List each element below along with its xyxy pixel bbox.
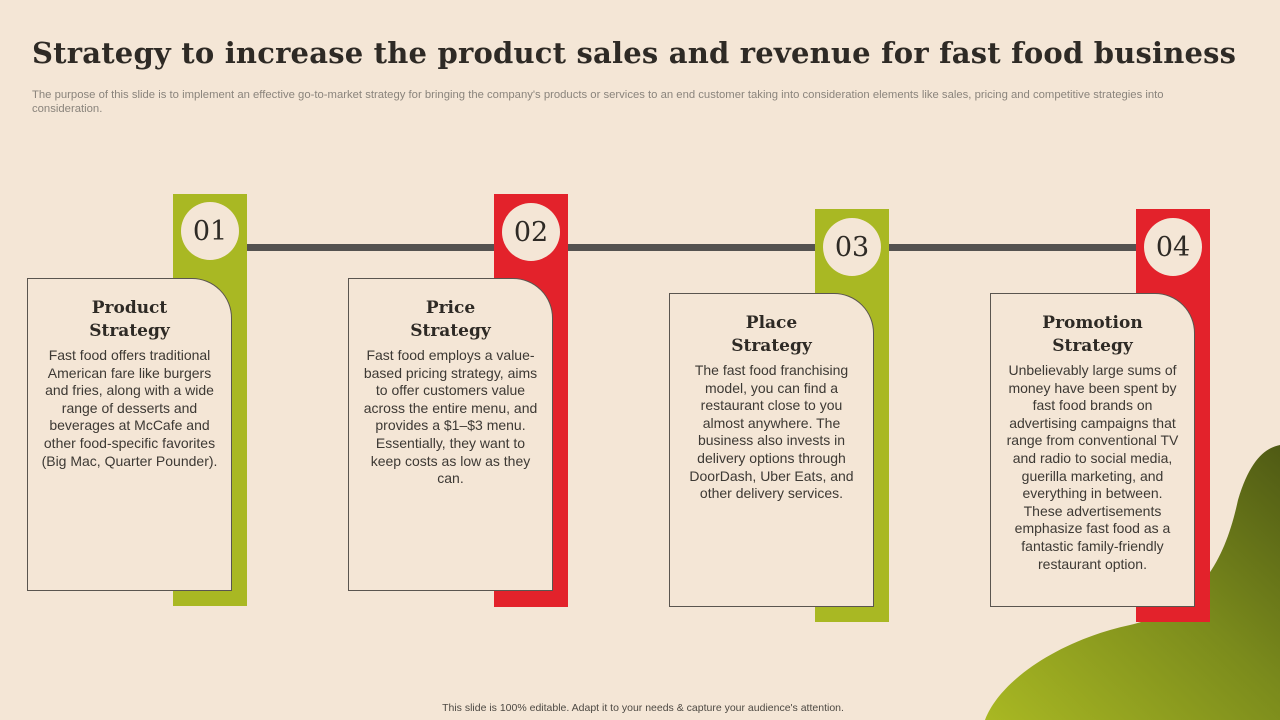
step-description: Fast food offers traditional American fa… [41,347,218,469]
step-card-promotion: Promotion Strategy Unbelievably large su… [990,293,1195,607]
page-title: Strategy to increase the product sales a… [32,36,1237,70]
step-title: Promotion Strategy [1001,312,1184,358]
footer-note: This slide is 100% editable. Adapt it to… [442,702,844,714]
step-description: Fast food employs a value-based pricing … [363,347,538,487]
step-card-product: Product Strategy Fast food offers tradit… [27,278,232,591]
step-title-line2: Strategy [731,336,812,356]
step-title-line2: Strategy [89,321,170,341]
step-card-price: Price Strategy Fast food employs a value… [348,278,553,591]
step-title-line2: Strategy [410,321,491,341]
step-card-place: Place Strategy The fast food franchising… [669,293,874,607]
step-description: Unbelievably large sums of money have be… [1006,362,1179,572]
step-description: The fast food franchising model, you can… [689,362,854,502]
step-title: Product Strategy [38,297,221,343]
step-title-line1: Promotion [1042,313,1143,333]
page-subtitle: The purpose of this slide is to implemen… [32,89,1164,115]
step-title-line1: Place [745,313,798,333]
step-number-03: 03 [823,218,881,276]
step-number-02: 02 [502,203,560,261]
step-title-line1: Price [425,298,476,318]
step-title: Price Strategy [359,297,542,343]
step-title-line2: Strategy [1052,336,1133,356]
step-number-04: 04 [1144,218,1202,276]
timeline-connector [240,244,1160,251]
step-number-01: 01 [181,202,239,260]
step-title-line1: Product [91,298,168,318]
step-title: Place Strategy [680,312,863,358]
